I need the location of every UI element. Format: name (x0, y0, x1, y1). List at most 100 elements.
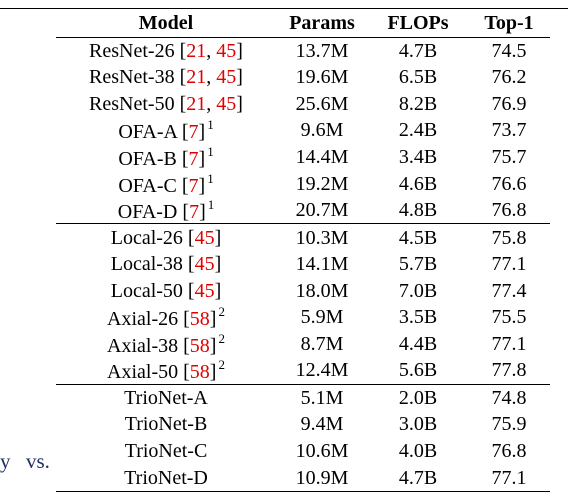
citation-separator: , (206, 66, 217, 89)
citation-link: 45 (216, 39, 237, 62)
cell-model: TrioNet-C (56, 438, 276, 465)
table-row: ResNet-38 [21, 45] 19.6M 6.5B 76.2 (56, 64, 550, 91)
cell-flops: 2.4B (398, 119, 438, 142)
cell-top1: 76.6 (491, 172, 527, 195)
table-row: OFA-D [7] 1 20.7M 4.8B 76.8 (56, 197, 550, 224)
cell-flops: 4.4B (398, 332, 438, 355)
table-row: TrioNet-C 10.6M 4.0B 76.8 (56, 438, 550, 465)
header-flops: FLOPs (368, 10, 468, 38)
table-row: ResNet-26 [21, 45] 13.7M 4.7B 74.5 (56, 37, 550, 64)
cell-top1: 76.2 (491, 66, 527, 89)
cell-top1: 74.5 (491, 39, 527, 62)
model-name: OFA-A (118, 121, 177, 144)
results-table: Model Params FLOPs Top-1 ResNet-26 [21, … (56, 10, 550, 492)
cell-flops: 4.8B (398, 199, 438, 222)
citation-link: 7 (189, 201, 200, 224)
cell-model: OFA-D [7] 1 (117, 197, 215, 224)
header-model: Model (56, 10, 276, 38)
table-row: Axial-50 [58] 2 12.4M 5.6B 77.8 (56, 357, 550, 384)
citation-link: 58 (189, 308, 210, 331)
cell-params: 8.7M (300, 332, 344, 355)
table-row: Local-26 [45] 10.3M 4.5B 75.8 (56, 223, 550, 251)
citation-separator: , (206, 39, 217, 62)
footnote-marker: 2 (218, 304, 225, 320)
citation-link: 45 (216, 66, 237, 89)
cell-model: TrioNet-B (56, 411, 276, 438)
footnote-marker: 2 (218, 330, 225, 346)
table-row: TrioNet-A 5.1M 2.0B 74.8 (56, 383, 550, 412)
cell-flops: 8.2B (398, 92, 438, 115)
cell-model: Local-26 [45] (56, 223, 276, 251)
model-name: Local-38 (110, 253, 183, 276)
cell-flops: 2.0B (368, 383, 468, 412)
cell-top1: 75.9 (491, 413, 527, 436)
model-name: OFA-B (118, 148, 177, 170)
cell-params: 14.1M (295, 253, 349, 276)
model-name: TrioNet-B (124, 413, 208, 436)
cell-flops: 5.7B (398, 253, 438, 276)
citation-link: 7 (188, 148, 199, 170)
cell-model: Axial-26 [58] 2 (107, 304, 225, 331)
table-row: Local-38 [45] 14.1M 5.7B 77.1 (56, 251, 550, 278)
model-name: Axial-26 (107, 308, 179, 331)
citation-link: 58 (189, 334, 210, 357)
clipped-text-left: y (0, 449, 11, 473)
citation-link: 45 (194, 279, 215, 302)
model-name: Axial-38 (107, 334, 179, 357)
cell-params: 10.6M (295, 440, 349, 463)
cell-top1: 77.1 (468, 464, 550, 492)
cell-model: Axial-50 [58] 2 (107, 357, 225, 384)
citation-link: 7 (188, 121, 199, 144)
cell-flops: 4.5B (368, 223, 468, 251)
cell-top1: 76.9 (491, 92, 527, 115)
cell-top1: 77.1 (491, 332, 527, 355)
model-name: ResNet-38 (89, 66, 175, 89)
cell-top1: 76.8 (491, 440, 527, 463)
table-row: OFA-C [7] 1 19.2M 4.6B 76.6 (56, 170, 550, 197)
cell-params: 5.9M (300, 306, 344, 329)
citation-link: 7 (188, 174, 199, 197)
cell-params: 19.6M (295, 66, 349, 89)
cell-params: 9.4M (300, 413, 344, 436)
footnote-marker: 1 (207, 197, 215, 213)
header-top1: Top-1 (468, 10, 550, 38)
footnote-marker: 1 (207, 144, 214, 159)
table-row: Local-50 [45] 18.0M 7.0B 77.4 (56, 277, 550, 304)
citation-link: 21 (186, 39, 207, 62)
table-row: Axial-38 [58] 2 8.7M 4.4B 77.1 (56, 331, 550, 358)
cell-model: Local-50 [45] (110, 279, 222, 302)
footnote-marker: 1 (207, 117, 214, 133)
citation-link: 45 (194, 226, 215, 249)
cell-params: 18.0M (295, 279, 349, 302)
cell-model: TrioNet-A (56, 383, 276, 412)
model-name: TrioNet-A (124, 386, 208, 409)
cell-model: OFA-B [7] 1 (118, 144, 214, 170)
citation-link: 45 (216, 92, 237, 115)
header-params: Params (276, 10, 368, 38)
cell-top1: 77.4 (491, 279, 527, 302)
model-name: Local-50 (110, 279, 183, 302)
cell-params: 20.7M (295, 199, 349, 222)
cell-top1: 73.7 (491, 119, 527, 142)
cell-flops: 4.7B (398, 39, 438, 62)
cell-top1: 77.8 (491, 359, 527, 382)
citation-link: 21 (186, 92, 207, 115)
table-row: OFA-A [7] 1 9.6M 2.4B 73.7 (56, 117, 550, 144)
cell-flops: 3.0B (398, 413, 438, 436)
cell-params: 14.4M (295, 146, 349, 168)
citation-link: 21 (186, 66, 207, 89)
cell-model: ResNet-26 [21, 45] (89, 39, 243, 62)
model-name: ResNet-26 (89, 39, 175, 62)
cell-flops: 5.6B (398, 359, 438, 382)
citation-link: 45 (194, 253, 215, 276)
model-name: Axial-50 (107, 361, 179, 384)
table-row: ResNet-50 [21, 45] 25.6M 8.2B 76.9 (56, 91, 550, 118)
model-name: ResNet-50 (89, 92, 175, 115)
model-name: TrioNet-D (124, 466, 208, 489)
cell-flops: 7.0B (398, 279, 438, 302)
cell-params: 9.6M (300, 119, 344, 142)
cell-top1: 74.8 (468, 383, 550, 412)
cell-flops: 4.6B (398, 172, 438, 195)
model-name: OFA-C (118, 174, 177, 197)
cell-flops: 4.0B (398, 440, 438, 463)
